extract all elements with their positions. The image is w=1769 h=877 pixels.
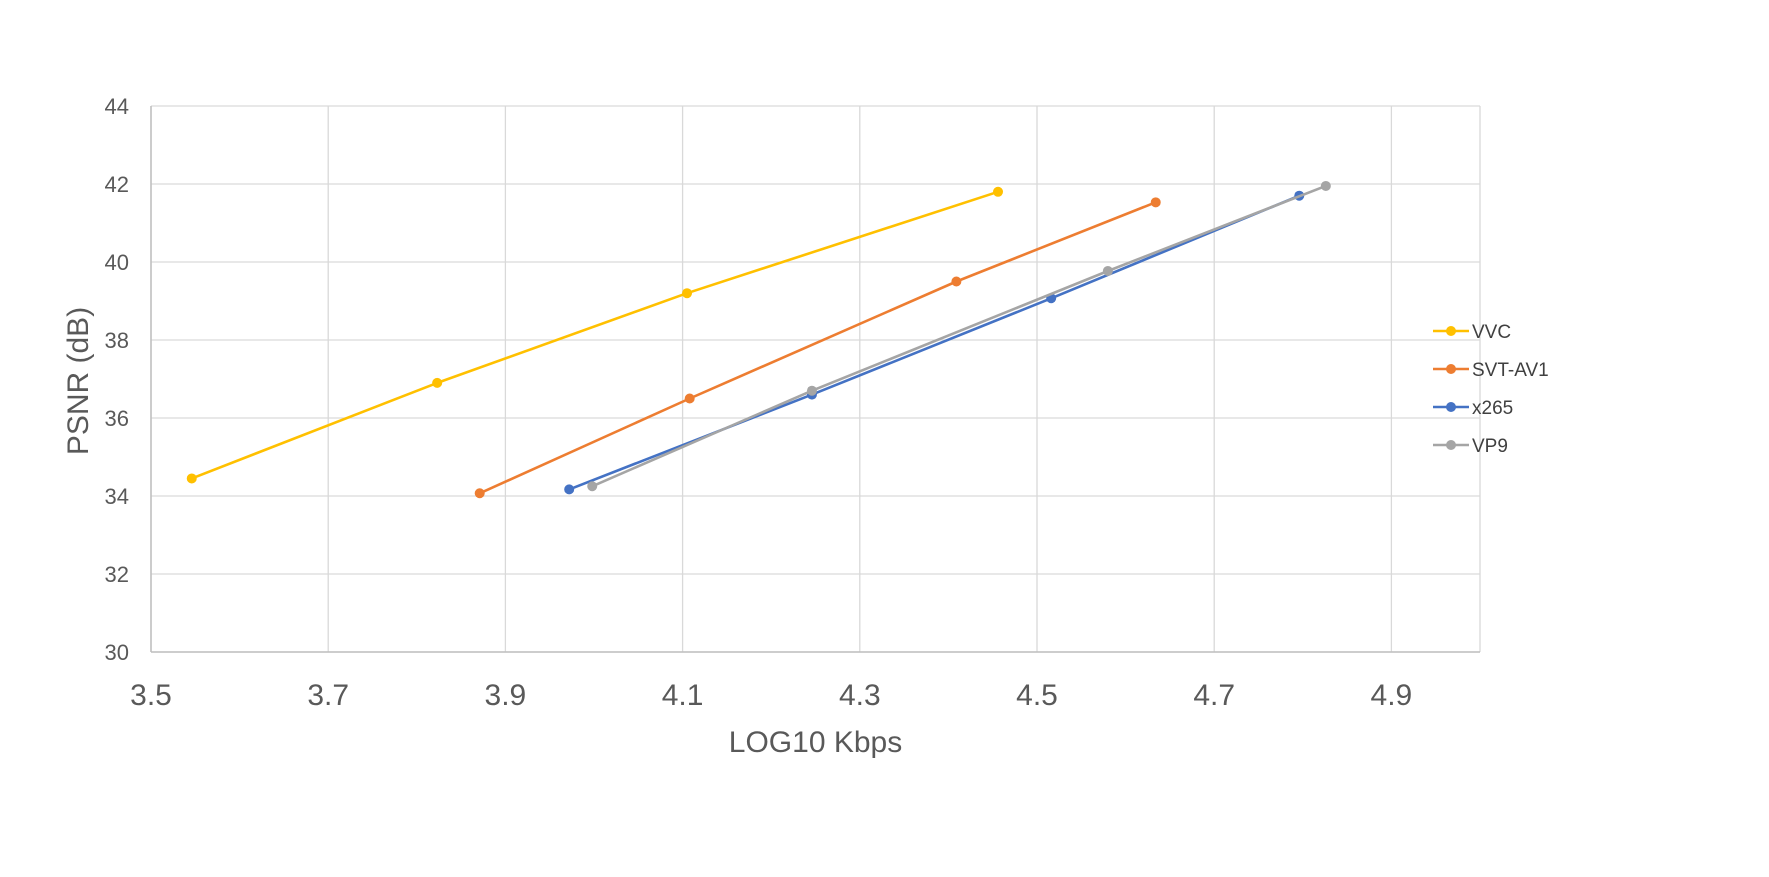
data-point-vp9 bbox=[1320, 180, 1331, 191]
data-point-vvc bbox=[432, 377, 443, 388]
data-point-vvc bbox=[682, 288, 693, 299]
data-point-vp9 bbox=[1102, 265, 1113, 276]
y-tick-label: 42 bbox=[105, 172, 129, 197]
x-tick-label: 4.7 bbox=[1193, 679, 1235, 712]
legend-swatch-marker bbox=[1446, 440, 1456, 450]
x-tick-label: 3.9 bbox=[485, 679, 527, 712]
x-tick-label: 4.5 bbox=[1016, 679, 1058, 712]
data-point-svt-av1 bbox=[951, 276, 962, 287]
series-line-svt-av1 bbox=[479, 201, 1157, 495]
series-x265 bbox=[564, 190, 1305, 495]
y-tick-label: 36 bbox=[105, 406, 129, 431]
legend: VVC SVT-AV1 x265 VP9 bbox=[1433, 322, 1549, 457]
legend-label: VVC bbox=[1472, 322, 1511, 343]
data-point-svt-av1 bbox=[1150, 197, 1161, 208]
x-tick-label: 3.5 bbox=[130, 679, 172, 712]
y-tick-label: 44 bbox=[105, 94, 129, 119]
legend-item-svt-av1: SVT-AV1 bbox=[1433, 360, 1549, 381]
x-tick-label: 4.1 bbox=[662, 679, 704, 712]
legend-item-vvc: VVC bbox=[1433, 322, 1511, 343]
series-svt-av1 bbox=[474, 197, 1161, 499]
x-tick-label: 3.7 bbox=[307, 679, 349, 712]
x-axis-title: LOG10 Kbps bbox=[729, 726, 902, 759]
y-tick-label: 40 bbox=[105, 250, 129, 275]
x-tick-label: 4.9 bbox=[1371, 679, 1413, 712]
legend-item-vp9: VP9 bbox=[1433, 436, 1508, 457]
legend-swatch-marker bbox=[1446, 326, 1456, 336]
data-point-svt-av1 bbox=[684, 393, 695, 404]
legend-label: SVT-AV1 bbox=[1472, 360, 1549, 381]
gridlines bbox=[150, 105, 1481, 653]
y-tick-label: 38 bbox=[105, 328, 129, 353]
legend-swatch-marker bbox=[1446, 402, 1456, 412]
legend-swatch-marker bbox=[1446, 364, 1456, 374]
data-series bbox=[186, 180, 1331, 499]
x-tick-label: 4.3 bbox=[839, 679, 881, 712]
axes: 30 32 34 36 38 40 42 44 3.5 3.7 3.9 4.1 4.3 4.5 4.7 4.9 bbox=[105, 94, 1480, 712]
data-point-vp9 bbox=[587, 481, 598, 492]
y-tick-label: 34 bbox=[105, 484, 129, 509]
data-point-vvc bbox=[186, 473, 197, 484]
data-point-x265 bbox=[564, 484, 575, 495]
series-line-x265 bbox=[568, 194, 1300, 491]
legend-label: x265 bbox=[1472, 398, 1513, 419]
legend-label: VP9 bbox=[1472, 436, 1508, 457]
data-point-svt-av1 bbox=[474, 488, 485, 499]
legend-item-x265: x265 bbox=[1433, 398, 1513, 419]
y-tick-label: 30 bbox=[105, 640, 129, 665]
y-tick-label: 32 bbox=[105, 562, 129, 587]
series-vvc bbox=[186, 186, 1004, 484]
series-line-vp9 bbox=[591, 184, 1327, 488]
data-point-vp9 bbox=[806, 385, 817, 396]
series-line-vvc bbox=[191, 190, 999, 480]
y-axis-title: PSNR (dB) bbox=[62, 307, 95, 455]
data-point-vvc bbox=[993, 186, 1004, 197]
series-vp9 bbox=[587, 180, 1331, 492]
